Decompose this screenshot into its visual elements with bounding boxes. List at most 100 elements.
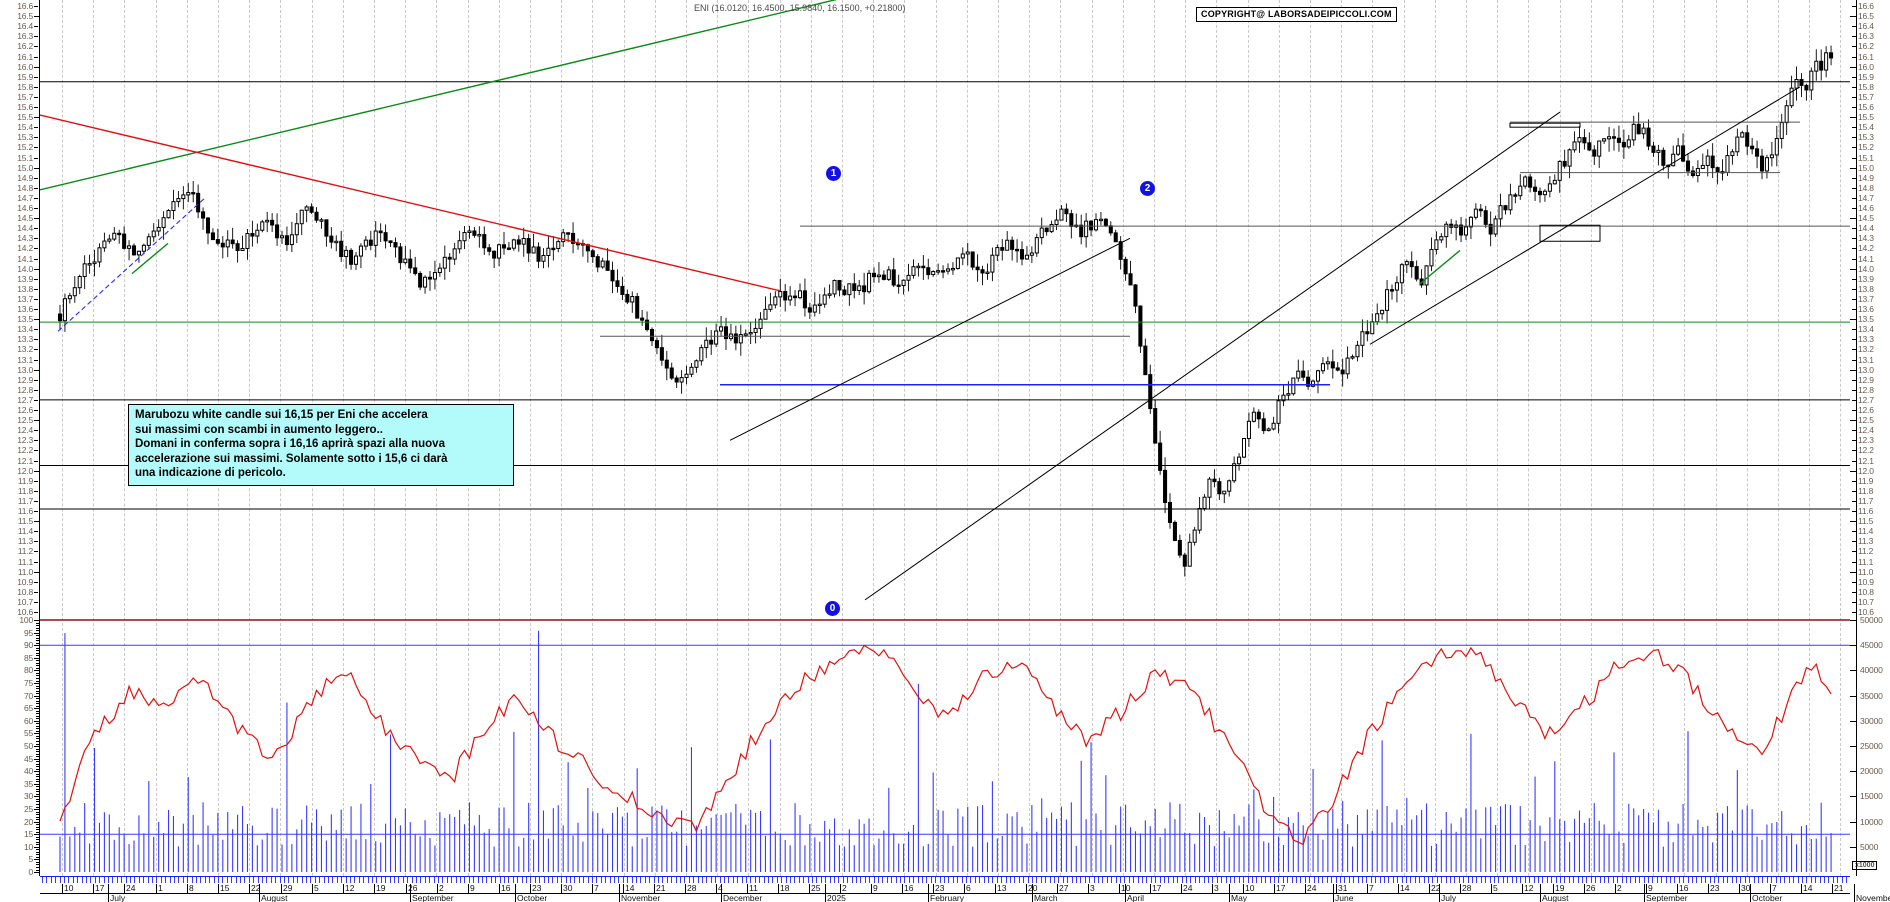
day-tick — [407, 877, 409, 883]
grid-line — [1590, 0, 1592, 616]
axis-minor-tick — [36, 849, 40, 851]
axis-minor-tick — [36, 824, 40, 826]
axis-tick-mark — [34, 329, 38, 331]
rsi-axis-tick: 100 — [19, 615, 33, 625]
price-axis-tick-right: 14.8 — [1858, 182, 1874, 193]
price-axis-tick-right: 13.7 — [1858, 293, 1874, 304]
day-tick — [1344, 877, 1346, 883]
price-axis-tick-left: 16.1 — [17, 51, 33, 62]
price-axis-tick-left: 11.5 — [17, 516, 33, 527]
day-tick — [341, 877, 343, 883]
day-label: 4 — [718, 883, 723, 893]
day-tick — [336, 877, 338, 883]
month-label: November — [621, 893, 661, 902]
day-tick — [1366, 877, 1368, 883]
day-tick — [1348, 877, 1350, 883]
day-tick — [1573, 877, 1575, 883]
day-tick — [1010, 877, 1011, 883]
price-axis-tick-right: 14.1 — [1858, 253, 1874, 264]
axis-tick-mark — [34, 379, 38, 381]
day-tick — [530, 877, 532, 883]
price-axis-tick-left: 11.1 — [17, 556, 33, 567]
day-separator — [809, 884, 810, 893]
day-tick — [1265, 877, 1267, 883]
volume-axis-tick: 25000 — [1860, 741, 1883, 751]
grid-line — [1684, 0, 1686, 616]
day-tick — [1225, 877, 1227, 883]
price-axis-tick-left: 12.7 — [17, 394, 33, 405]
volume-unit-label: x1000 — [1852, 861, 1878, 870]
grid-line — [842, 618, 843, 876]
axis-tick-mark — [34, 349, 38, 351]
wave-marker[interactable]: 0 — [825, 601, 840, 616]
day-label: 17 — [95, 883, 105, 893]
candlestick-series — [40, 0, 1850, 601]
wave-marker[interactable]: 1 — [826, 166, 841, 181]
day-tick — [143, 877, 145, 883]
day-separator — [343, 884, 344, 893]
analysis-annotation-box: Marubozu white candle sui 16,15 per Eni … — [128, 404, 514, 486]
day-tick — [1744, 877, 1746, 883]
day-separator — [124, 884, 125, 893]
price-axis-tick-left: 12.3 — [17, 435, 33, 446]
day-tick — [1617, 877, 1619, 883]
month-separator — [619, 884, 620, 902]
axis-minor-tick — [36, 662, 40, 664]
month-separator — [1229, 884, 1230, 902]
day-tick — [253, 877, 255, 883]
grid-line — [62, 618, 63, 876]
day-tick — [618, 877, 620, 883]
day-tick — [160, 877, 162, 883]
day-label: 29 — [283, 883, 293, 893]
volume-axis-tick: 50000 — [1860, 615, 1883, 625]
day-tick — [966, 877, 967, 883]
day-tick — [812, 877, 813, 883]
day-tick — [244, 877, 246, 883]
price-axis-tick-left: 14.5 — [17, 213, 33, 224]
price-axis-tick-left: 13.0 — [17, 364, 33, 375]
day-tick — [248, 877, 250, 883]
day-tick — [741, 877, 743, 883]
day-tick — [917, 877, 919, 883]
axis-minor-tick — [36, 768, 40, 770]
day-tick — [715, 877, 717, 883]
volume-axis-tick: 5000 — [1860, 841, 1879, 852]
axis-minor-tick — [36, 725, 40, 727]
day-tick — [464, 877, 466, 883]
rsi-axis-tick: 45 — [23, 753, 33, 764]
day-tick — [486, 877, 488, 883]
day-separator — [249, 884, 250, 893]
axis-tick-mark — [1852, 379, 1856, 381]
day-tick — [1177, 877, 1179, 883]
annotation-line: accelerazione sui massimi. Solamente sot… — [135, 452, 448, 465]
axis-tick-mark — [34, 228, 38, 230]
price-chart-pane[interactable] — [40, 0, 1850, 616]
day-separator — [93, 884, 94, 893]
day-tick — [1084, 877, 1086, 883]
price-axis-tick-right: 11.1 — [1858, 556, 1874, 567]
axis-tick-mark — [1852, 500, 1856, 502]
day-tick — [376, 877, 378, 883]
axis-tick-mark — [34, 248, 38, 250]
price-axis-tick-left: 11.6 — [17, 506, 33, 516]
grid-line — [311, 0, 313, 616]
axis-minor-tick — [36, 867, 40, 868]
volume-axis-tick: 40000 — [1860, 665, 1883, 676]
axis-tick-mark — [34, 708, 40, 710]
axis-tick-mark — [34, 208, 38, 209]
oscillator-volume-pane[interactable] — [40, 618, 1850, 876]
day-tick — [495, 877, 497, 883]
axis-minor-tick — [36, 703, 40, 705]
day-tick — [363, 877, 365, 883]
month-separator — [108, 884, 109, 902]
day-tick — [702, 877, 703, 883]
day-tick — [548, 877, 549, 883]
price-axis-tick-left: 12.2 — [17, 445, 33, 456]
day-separator — [747, 884, 748, 893]
day-tick — [1524, 877, 1526, 883]
day-label: 30 — [563, 883, 573, 893]
price-axis-tick-left: 13.1 — [17, 354, 33, 365]
axis-tick-mark — [1852, 157, 1856, 159]
day-tick — [1832, 877, 1834, 883]
wave-marker[interactable]: 2 — [1140, 181, 1155, 196]
